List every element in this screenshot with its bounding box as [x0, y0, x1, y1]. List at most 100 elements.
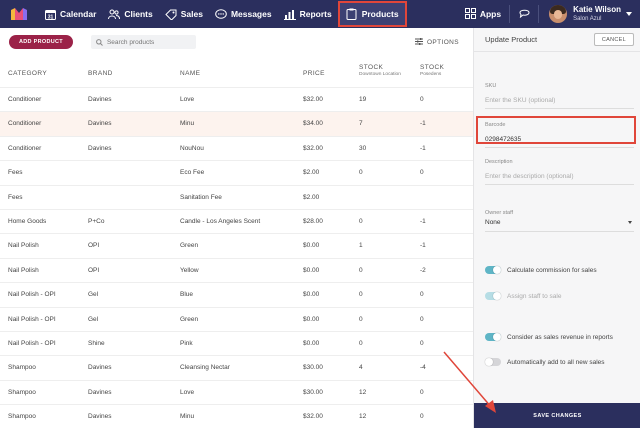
table-row[interactable]: Nail Polish OPI Yellow $0.00 0 -2 — [0, 259, 473, 284]
cell-price: $0.00 — [303, 315, 320, 323]
table-row[interactable]: Shampoo Davines Minu $32.00 12 0 — [0, 405, 473, 428]
table-row[interactable]: Nail Polish - OPI Shine Pink $0.00 0 0 — [0, 332, 473, 357]
options-button[interactable]: OPTIONS — [414, 37, 459, 47]
cell-brand: Davines — [88, 364, 112, 372]
revenue-toggle[interactable] — [485, 333, 501, 341]
cell-brand: Davines — [88, 96, 112, 103]
owner-staff-select[interactable]: None — [485, 216, 634, 232]
cell-price: $0.00 — [303, 291, 320, 299]
toggle-row-assign-staff: Assign staff to sale — [485, 292, 561, 300]
table-row[interactable]: Conditioner Davines Minu $34.00 7 -1 — [0, 112, 473, 137]
cell-name: Green — [180, 242, 199, 250]
cell-category: Nail Polish — [8, 242, 39, 250]
table-row[interactable]: Nail Polish - OPI Gel Blue $0.00 0 0 — [0, 283, 473, 308]
cell-category: Conditioner — [8, 96, 42, 103]
cell-price: $0.00 — [303, 339, 320, 347]
bar-chart-icon — [283, 8, 296, 20]
cell-brand: Shine — [88, 339, 105, 347]
nav-calendar[interactable]: 31 Calendar — [38, 0, 102, 28]
nav-calendar-label: Calendar — [60, 9, 97, 19]
header-stock-posedens-label: STOCK — [420, 64, 445, 71]
cell-price: $32.00 — [303, 144, 323, 152]
cell-category: Conditioner — [8, 144, 42, 152]
cell-price: $0.00 — [303, 266, 320, 274]
cell-s1: 19 — [359, 96, 367, 103]
app-logo-icon[interactable] — [10, 7, 28, 21]
barcode-input[interactable] — [485, 132, 634, 148]
cell-s2: 0 — [420, 291, 424, 299]
auto-add-toggle-label: Automatically add to all new sales — [507, 358, 605, 366]
nav-clients-label: Clients — [124, 9, 153, 19]
avatar — [549, 5, 568, 23]
cell-brand: Davines — [88, 144, 112, 152]
auto-add-toggle[interactable] — [485, 358, 501, 366]
chevron-down-icon — [626, 12, 632, 16]
commission-toggle[interactable] — [485, 266, 501, 274]
cell-brand: Davines — [88, 120, 112, 128]
search-box — [90, 35, 196, 49]
cell-s2: 0 — [420, 169, 424, 177]
panel-header: Update Product CANCEL — [474, 28, 640, 52]
nav-clients[interactable]: Clients — [102, 0, 158, 28]
cell-category: Shampoo — [8, 413, 36, 421]
header-price[interactable]: PRICE — [303, 70, 325, 77]
table-row[interactable]: Fees Sanitation Fee $2.00 — [0, 186, 473, 210]
table-row[interactable]: Nail Polish OPI Green $0.00 1 -1 — [0, 234, 473, 259]
cell-price: $28.00 — [303, 217, 323, 225]
cell-s1: 0 — [359, 339, 363, 347]
top-nav: 31 Calendar Clients Sales Messages Repor… — [0, 0, 640, 28]
cancel-button[interactable]: CANCEL — [593, 33, 634, 46]
cell-s2: 0 — [420, 339, 424, 347]
header-stock-posedens[interactable]: STOCK Posedens — [420, 64, 444, 77]
cell-s2: 0 — [420, 315, 424, 323]
add-product-button[interactable]: ADD PRODUCT — [9, 35, 73, 49]
cell-category: Fees — [8, 169, 23, 177]
cell-s1: 12 — [359, 413, 367, 421]
chat-button[interactable] — [509, 5, 540, 23]
revenue-toggle-label: Consider as sales revenue in reports — [507, 333, 613, 341]
table-row[interactable]: Shampoo Davines Love $30.00 12 0 — [0, 381, 473, 406]
assign-staff-toggle[interactable] — [485, 292, 501, 300]
header-name[interactable]: NAME — [180, 70, 201, 77]
sku-input[interactable] — [485, 93, 634, 109]
nav-reports[interactable]: Reports — [278, 0, 338, 28]
cell-s1: 7 — [359, 120, 363, 128]
description-label: Description — [485, 159, 513, 165]
header-brand[interactable]: BRAND — [88, 70, 113, 77]
nav-products[interactable]: Products — [337, 1, 407, 27]
cell-price: $30.00 — [303, 388, 323, 396]
description-input[interactable] — [485, 169, 634, 185]
apps-button[interactable]: Apps — [457, 7, 509, 21]
cell-s1: 0 — [359, 315, 363, 323]
table-row[interactable]: Conditioner Davines NouNou $32.00 30 -1 — [0, 137, 473, 162]
save-changes-button[interactable]: SAVE CHANGES — [474, 403, 640, 428]
table-row[interactable]: Home Goods P+Co Candle - Los Angeles Scent… — [0, 210, 473, 235]
nav-sales[interactable]: Sales — [159, 0, 209, 28]
table-row[interactable]: Shampoo Davines Cleansing Nectar $30.00 4 -4 — [0, 356, 473, 381]
header-category[interactable]: CATEGORY — [8, 70, 48, 77]
header-stock-posedens-sub: Posedens — [420, 72, 442, 77]
cell-category: Nail Polish - OPI — [8, 315, 56, 323]
cell-name: Blue — [180, 291, 194, 299]
table-row[interactable]: Nail Polish - OPI Gel Green $0.00 0 0 — [0, 308, 473, 332]
products-toolbar: ADD PRODUCT OPTIONS — [0, 28, 473, 56]
table-row[interactable]: Conditioner Davines Love $32.00 19 0 — [0, 88, 473, 113]
cell-s2: 0 — [420, 388, 424, 396]
search-input[interactable] — [106, 38, 196, 46]
cell-s1: 4 — [359, 364, 363, 372]
cell-s1: 0 — [359, 266, 363, 274]
sku-label: SKU — [485, 83, 497, 89]
header-stock-downtown[interactable]: STOCK Downtown Location — [359, 64, 401, 77]
svg-text:31: 31 — [47, 14, 53, 20]
barcode-field: Barcode — [485, 122, 634, 148]
cell-name: Green — [180, 315, 199, 323]
cell-name: Eco Fee — [180, 169, 205, 177]
table-row[interactable]: Fees Eco Fee $2.00 0 0 — [0, 161, 473, 186]
table-header: CATEGORY BRAND NAME PRICE STOCK Downtown… — [0, 56, 473, 88]
user-menu[interactable]: Katie Wilson Salon Azul — [539, 5, 640, 23]
nav-messages[interactable]: Messages — [209, 0, 278, 28]
nav-reports-label: Reports — [299, 9, 332, 19]
cell-name: Pink — [180, 339, 193, 347]
table-body: Conditioner Davines Love $32.00 19 0 Condition… — [0, 88, 473, 428]
cell-name: Sanitation Fee — [180, 193, 222, 201]
